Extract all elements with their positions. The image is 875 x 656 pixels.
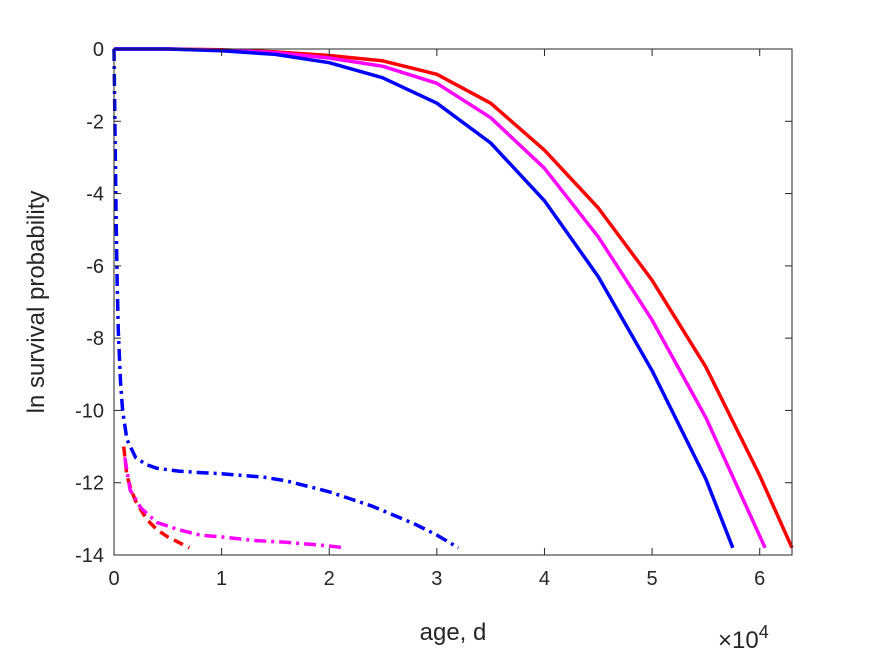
x-tick-label: 3 xyxy=(431,568,442,590)
y-tick-label: -10 xyxy=(75,400,104,422)
x-multiplier-base: ×10 xyxy=(718,627,759,654)
x-tick-label: 5 xyxy=(647,568,658,590)
y-tick-label: -8 xyxy=(86,328,104,350)
y-tick-label: 0 xyxy=(93,39,104,61)
plot-frame xyxy=(113,48,793,556)
y-tick-label: -6 xyxy=(86,256,104,278)
tick-layer: 0 1 2 3 4 5 6 0 -2 -4 -6 -8 -10 -12 -14 xyxy=(75,39,792,590)
plot-background xyxy=(114,49,792,555)
x-multiplier-exponent: 4 xyxy=(759,622,769,642)
y-tick-label: -4 xyxy=(86,184,104,206)
series-line-6-dashdot xyxy=(112,48,460,550)
series-line-4-dashed xyxy=(121,446,191,550)
x-tick-label: 1 xyxy=(216,568,227,590)
y-tick-label: -2 xyxy=(86,111,104,133)
series-line-5-dashdot xyxy=(123,457,346,550)
x-tick-label: 4 xyxy=(539,568,550,590)
y-tick-label: -12 xyxy=(75,473,104,495)
x-axis-label: age, d xyxy=(420,619,487,646)
y-tick-label: -14 xyxy=(75,545,104,567)
x-multiplier-label: ×104 xyxy=(718,622,769,654)
x-tick-label: 2 xyxy=(324,568,335,590)
x-tick-label: 0 xyxy=(108,568,119,590)
y-axis-label: ln survival probability xyxy=(23,191,50,414)
x-tick-label: 6 xyxy=(754,568,765,590)
